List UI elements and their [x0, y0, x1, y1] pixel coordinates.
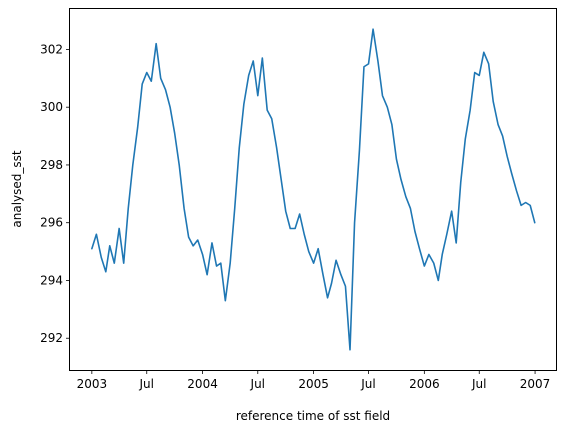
x-tick-label: 2004: [187, 377, 218, 391]
x-tick-label: Jul: [139, 377, 154, 391]
x-tick-label: Jul: [250, 377, 265, 391]
x-axis-label: reference time of sst field: [236, 409, 390, 423]
y-tick-label: 292: [40, 331, 63, 345]
y-tick-label: 294: [40, 273, 63, 287]
plot-area: [91, 28, 536, 351]
series-line-analysed-sst: [91, 28, 536, 351]
x-tick-label: 2006: [409, 377, 440, 391]
y-tick-label: 300: [40, 100, 63, 114]
x-tick-label: 2005: [298, 377, 329, 391]
y-tick-label: 298: [40, 158, 63, 172]
x-tick-label: 2003: [77, 377, 108, 391]
x-tick-label: Jul: [471, 377, 486, 391]
y-axis-label: analysed_sst: [10, 150, 24, 228]
y-tick-label: 302: [40, 42, 63, 56]
x-tick-label: 2007: [520, 377, 551, 391]
y-tick-label: 296: [40, 216, 63, 230]
y-axis: 292 294 296 298 300 302: [40, 42, 70, 345]
axes-frame: [69, 8, 557, 371]
x-tick-label: Jul: [360, 377, 375, 391]
x-axis: 2003 Jul 2004 Jul 2005 Jul 2006 Jul 2007: [77, 370, 551, 391]
